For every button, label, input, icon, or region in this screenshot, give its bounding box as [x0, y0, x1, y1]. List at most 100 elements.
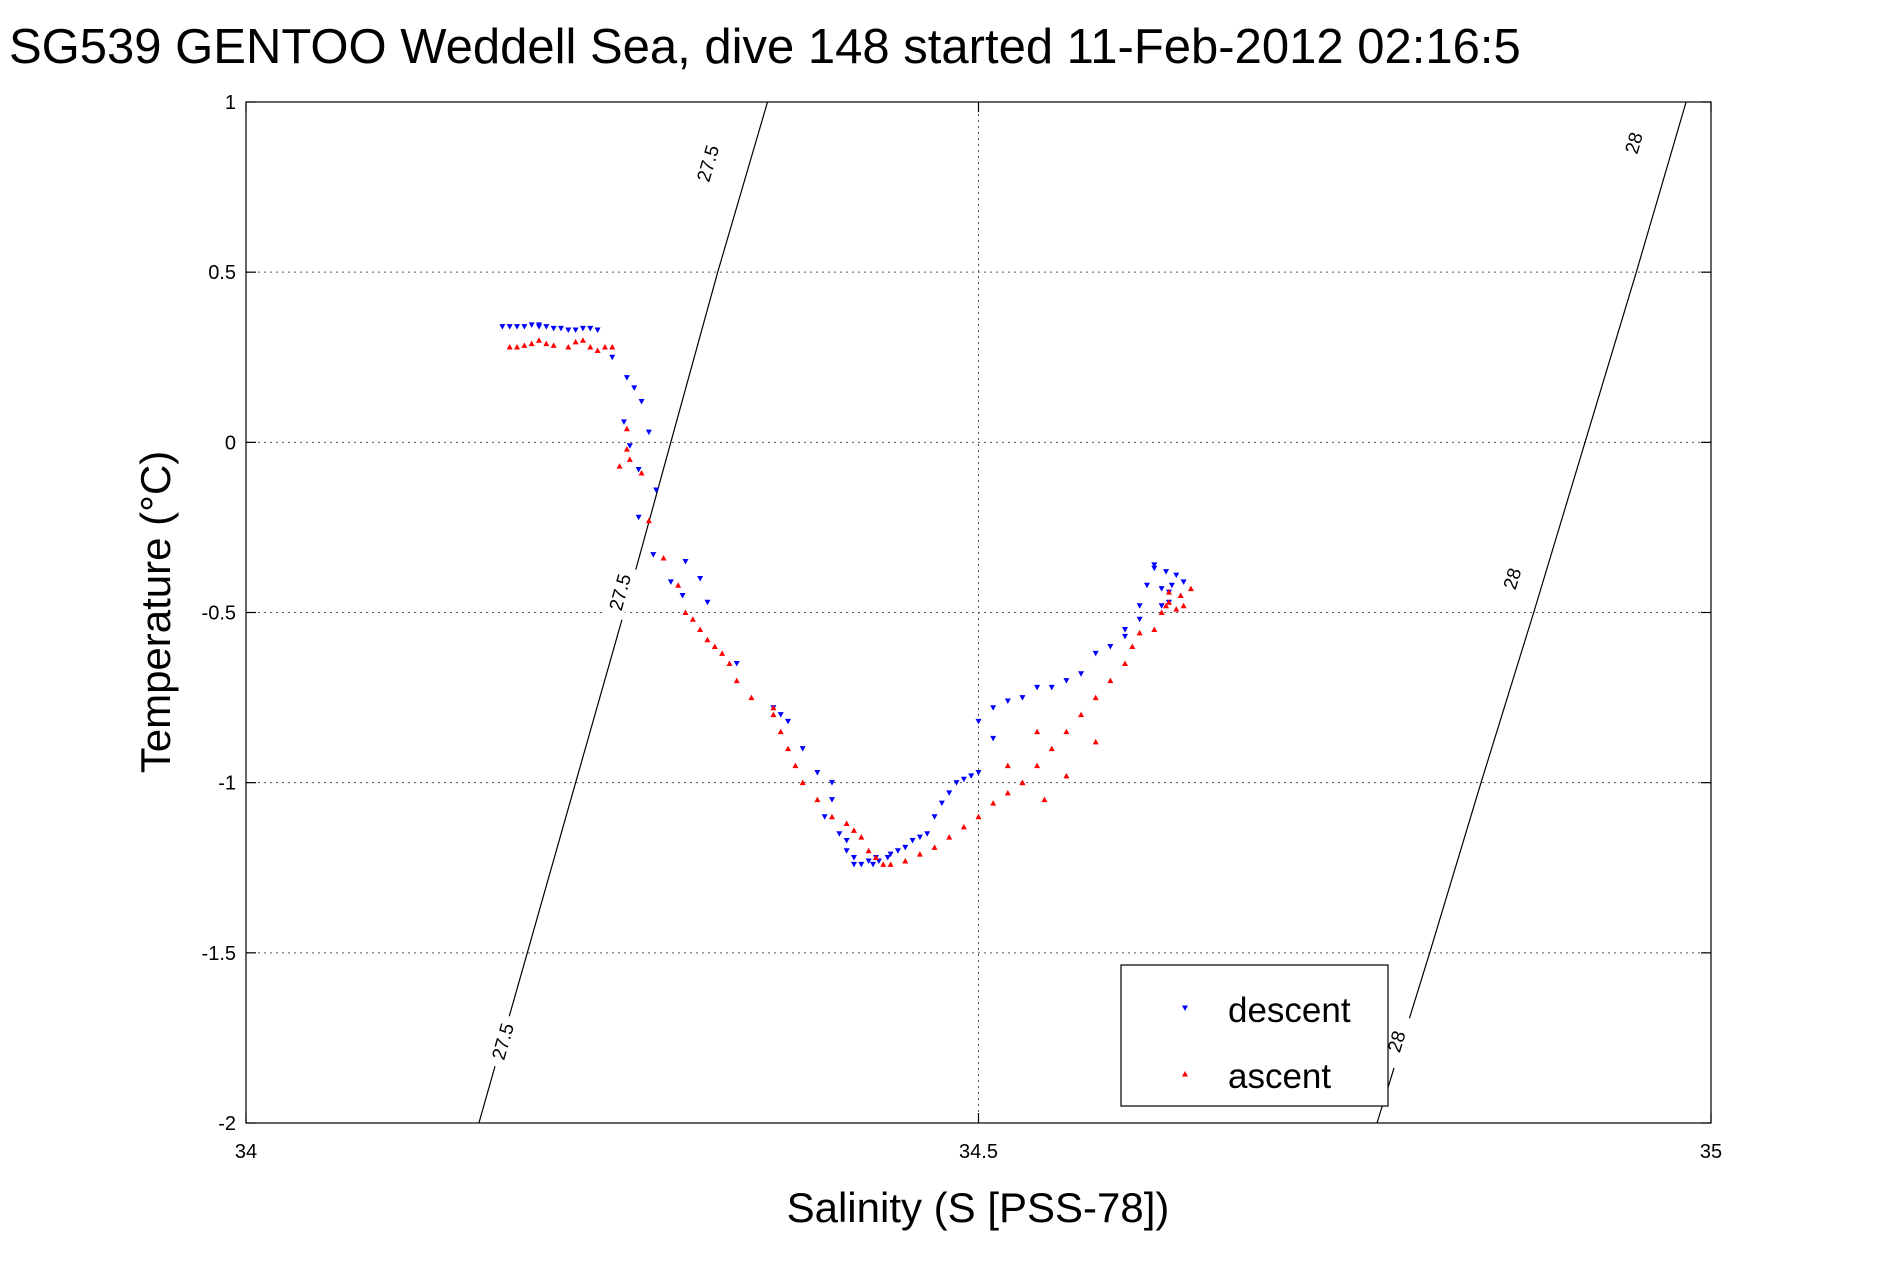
- ascent-point: [660, 555, 667, 561]
- descent-point: [506, 324, 513, 330]
- descent-point: [667, 579, 674, 585]
- ascent-point: [1107, 677, 1114, 684]
- descent-point: [679, 592, 686, 599]
- descent-point: [733, 661, 740, 667]
- ascent-point: [528, 340, 535, 347]
- x-tick-label: 35: [1700, 1141, 1722, 1163]
- ascent-point: [733, 677, 740, 684]
- legend-marker-ascent: [1182, 1071, 1188, 1077]
- descent-point: [1063, 678, 1070, 684]
- x-tick-label: 34.5: [959, 1141, 998, 1163]
- descent-point: [1122, 627, 1128, 633]
- ascent-point: [536, 337, 542, 343]
- ascent-point: [1165, 599, 1172, 605]
- descent-point: [557, 325, 564, 332]
- descent-point: [975, 718, 982, 725]
- ascent-point: [565, 344, 572, 350]
- descent-point: [499, 324, 506, 330]
- descent-point: [1151, 565, 1158, 572]
- ascent-point: [506, 344, 513, 350]
- ascent-point: [792, 762, 799, 769]
- ascent-point: [916, 851, 923, 857]
- ascent-point: [719, 650, 726, 656]
- ascent-point: [1163, 602, 1170, 609]
- descent-point: [623, 375, 630, 381]
- ascent-point: [609, 344, 616, 350]
- contour-label-27.5: 27.5: [606, 572, 636, 613]
- ascent-point: [645, 517, 652, 524]
- descent-point: [1136, 603, 1143, 609]
- descent-point: [865, 858, 872, 864]
- ascent-point: [770, 711, 777, 718]
- ascent-point: [1092, 738, 1099, 745]
- ascent-point: [850, 827, 857, 833]
- ascent-point: [1122, 660, 1128, 667]
- ascent-point: [689, 616, 696, 622]
- descent-point: [682, 558, 689, 565]
- ascent-point: [623, 425, 630, 432]
- ascent-point: [623, 446, 630, 452]
- y-tick-label: -1.5: [202, 943, 236, 965]
- descent-point: [650, 552, 657, 558]
- ascent-point: [887, 861, 894, 867]
- x-tick-label: 34: [235, 1141, 257, 1163]
- descent-point: [653, 487, 660, 493]
- ascent-point: [785, 745, 792, 752]
- descent-point: [1019, 695, 1026, 701]
- descent-point: [814, 769, 821, 776]
- descent-point: [1107, 644, 1114, 650]
- descent-point: [579, 325, 586, 332]
- ascent-point: [975, 813, 982, 820]
- descent-point: [1136, 616, 1143, 623]
- descent-point: [1143, 582, 1150, 589]
- descent-point: [536, 324, 542, 330]
- x-axis-label: Salinity (S [PSS-78]): [787, 1184, 1170, 1231]
- ascent-point: [711, 643, 718, 650]
- y-tick-label: 1: [225, 92, 236, 114]
- descent-point: [1168, 582, 1175, 589]
- ascent-point: [770, 704, 777, 711]
- descent-point: [909, 838, 916, 844]
- ascent-point: [704, 636, 711, 643]
- ascent-point: [726, 660, 733, 667]
- ascent-point: [1063, 728, 1070, 735]
- descent-point: [631, 385, 638, 391]
- ascent-point: [902, 857, 909, 864]
- descent-point: [990, 705, 997, 711]
- ascent-point: [1004, 762, 1011, 769]
- ascent-point: [579, 337, 586, 343]
- descent-point: [1158, 586, 1165, 592]
- y-tick-label: -0.5: [202, 603, 236, 625]
- ascent-point: [521, 342, 528, 348]
- ascent-point: [1180, 602, 1187, 609]
- descent-point: [1122, 633, 1128, 640]
- ascent-point: [1187, 585, 1194, 592]
- contour-label-gap: [602, 564, 638, 621]
- grid: [246, 102, 1711, 1123]
- ascent-point: [1004, 789, 1011, 796]
- descent-point: [894, 848, 901, 854]
- descent-point: [990, 735, 997, 742]
- contour-label-gap: [484, 1013, 521, 1070]
- ascent-point: [814, 796, 821, 803]
- ascent-point: [638, 469, 645, 476]
- ascent-point: [675, 582, 682, 588]
- descent-point: [594, 327, 601, 334]
- descent-point: [785, 718, 792, 725]
- descent-point: [1092, 650, 1099, 657]
- ascent-point: [594, 347, 601, 353]
- descent-point: [635, 514, 642, 521]
- ascent-point: [1034, 762, 1041, 769]
- descent-point: [850, 861, 857, 868]
- ascent-point: [1151, 626, 1158, 633]
- descent-point: [1048, 684, 1055, 691]
- ascent-point: [1063, 772, 1070, 779]
- y-tick-label: 0: [225, 432, 236, 454]
- ascent-point: [1129, 643, 1136, 650]
- descent-point: [704, 599, 711, 606]
- y-tick-label: -1: [218, 773, 236, 795]
- descent-point: [902, 844, 909, 851]
- ascent-point: [858, 834, 865, 840]
- contour-line-28: [1376, 101, 1687, 1124]
